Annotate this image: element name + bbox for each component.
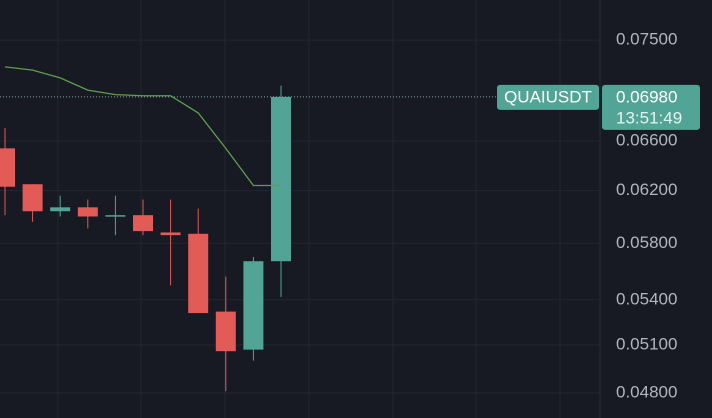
candle-body xyxy=(215,311,236,352)
moving-average-line xyxy=(4,66,281,187)
y-tick-label: 0.05800 xyxy=(616,233,677,252)
candle-body xyxy=(22,184,43,212)
candle-body xyxy=(188,233,209,314)
y-tick-label: 0.04800 xyxy=(616,382,677,401)
symbol-label: QUAIUSDT xyxy=(504,87,592,106)
y-tick-label: 0.06200 xyxy=(616,180,677,199)
symbol-label-box xyxy=(497,84,599,110)
candle-body xyxy=(105,215,126,217)
candle-body xyxy=(50,207,71,212)
y-tick-label: 0.05100 xyxy=(616,334,677,353)
candle-body xyxy=(243,261,264,350)
y-tick-label: 0.07500 xyxy=(616,30,677,49)
last-price-label: 0.06980 xyxy=(616,87,677,106)
candle-body xyxy=(77,207,98,217)
vertical-grid xyxy=(57,0,561,418)
candle-body xyxy=(0,148,15,187)
price-label-box xyxy=(602,84,700,130)
y-tick-label: 0.06600 xyxy=(616,131,677,150)
candle-body xyxy=(133,215,153,232)
candle-body xyxy=(160,232,181,236)
countdown-label: 13:51:49 xyxy=(616,108,682,127)
y-tick-label: 0.05400 xyxy=(616,289,677,308)
candle-body xyxy=(271,96,291,262)
